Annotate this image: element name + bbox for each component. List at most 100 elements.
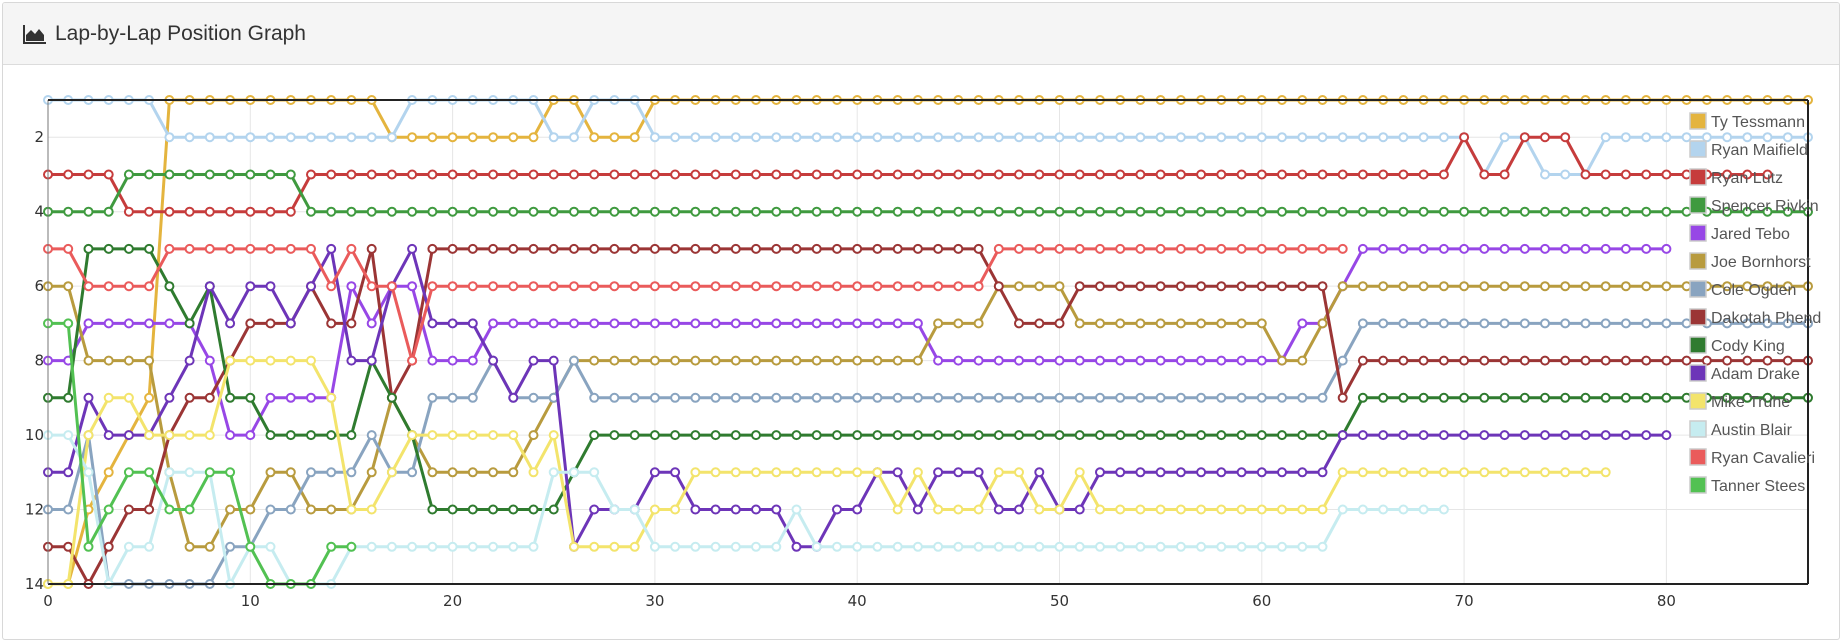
data-point [265, 541, 276, 552]
data-point [1378, 243, 1389, 254]
data-point [1600, 281, 1611, 292]
data-point [548, 281, 559, 292]
data-point [1620, 281, 1631, 292]
data-point [1034, 243, 1045, 254]
data-point [103, 467, 114, 478]
data-point [1216, 206, 1227, 217]
data-point [1560, 318, 1571, 329]
data-point [1722, 318, 1733, 329]
data-point [1115, 132, 1126, 143]
data-point [1095, 132, 1105, 143]
data-point [690, 430, 701, 441]
data-point [751, 318, 761, 329]
data-point [326, 318, 337, 329]
data-point [265, 281, 276, 292]
data-point [386, 541, 397, 552]
data-point [123, 467, 134, 478]
data-point [103, 281, 114, 292]
data-point [508, 392, 519, 403]
data-point [953, 541, 964, 552]
data-point [1277, 169, 1287, 180]
data-point [184, 430, 195, 441]
data-point [1479, 243, 1490, 254]
data-point [1155, 243, 1166, 254]
data-point [710, 281, 721, 292]
y-tick-label: 6 [34, 277, 44, 295]
data-point [528, 355, 539, 366]
data-point [1438, 355, 1449, 366]
data-point [1357, 504, 1368, 515]
data-point [832, 541, 842, 552]
data-point [751, 541, 761, 552]
data-point [690, 318, 701, 329]
series-line [46, 433, 1446, 586]
data-point [144, 281, 155, 292]
data-point [1034, 430, 1045, 441]
data-point [892, 430, 903, 441]
data-point [1175, 392, 1186, 403]
data-point [1054, 541, 1065, 552]
data-point [508, 504, 519, 515]
data-point [993, 467, 1004, 478]
data-point [872, 467, 883, 478]
data-point [1499, 281, 1510, 292]
data-point [1418, 430, 1429, 441]
data-point [1438, 467, 1449, 478]
data-point [993, 169, 1004, 180]
data-point [1196, 355, 1207, 366]
data-point [1095, 318, 1105, 329]
data-point [508, 206, 519, 217]
data-point [993, 504, 1004, 515]
data-point [1236, 392, 1247, 403]
data-point [1297, 318, 1308, 329]
data-point [164, 281, 175, 292]
legend-swatch [1689, 476, 1707, 494]
data-point [1014, 318, 1024, 329]
data-point [811, 355, 822, 366]
data-point [123, 392, 134, 403]
data-point [467, 169, 478, 180]
data-point [1438, 281, 1449, 292]
data-point [1135, 392, 1146, 403]
data-point [1762, 355, 1773, 366]
data-point [1175, 206, 1186, 217]
data-point [1216, 430, 1227, 441]
data-point [1378, 132, 1389, 143]
data-point [1560, 430, 1571, 441]
data-point [1196, 169, 1207, 180]
data-point [1418, 467, 1429, 478]
data-point [589, 169, 600, 180]
data-point [204, 541, 215, 552]
data-point [427, 467, 438, 478]
data-point [1357, 132, 1368, 143]
legend-label: Cole Ogden [1711, 282, 1796, 299]
data-point [427, 206, 438, 217]
data-point [569, 169, 579, 180]
data-point [528, 430, 539, 441]
data-point [1014, 430, 1024, 441]
data-point [1378, 355, 1389, 366]
data-point [1499, 430, 1510, 441]
x-tick-label: 40 [848, 592, 867, 610]
data-point [1519, 281, 1530, 292]
data-point [710, 243, 721, 254]
data-point [1155, 169, 1166, 180]
data-point [1175, 318, 1186, 329]
data-point [1216, 243, 1227, 254]
data-point [1479, 467, 1490, 478]
data-point [993, 392, 1004, 403]
data-point [467, 281, 478, 292]
data-point [1196, 206, 1207, 217]
legend-swatch [1689, 168, 1707, 186]
data-point [265, 132, 276, 143]
data-point [609, 318, 620, 329]
data-point [1580, 243, 1591, 254]
data-point [1499, 318, 1510, 329]
data-point [306, 206, 316, 217]
data-point [1317, 430, 1328, 441]
data-point [548, 132, 559, 143]
legend-label: Adam Drake [1711, 366, 1800, 383]
data-point [710, 318, 721, 329]
data-point [144, 467, 155, 478]
data-point [852, 355, 863, 366]
